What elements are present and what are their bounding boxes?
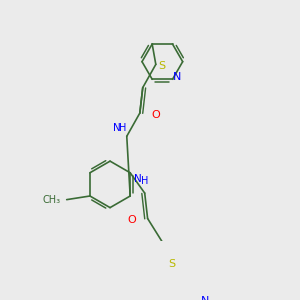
- Text: N: N: [201, 296, 209, 300]
- Text: O: O: [151, 110, 160, 120]
- Text: H: H: [141, 176, 148, 186]
- Text: N: N: [113, 123, 121, 133]
- Text: S: S: [158, 61, 165, 71]
- Text: S: S: [168, 259, 175, 269]
- Text: O: O: [128, 215, 136, 225]
- Text: N: N: [134, 174, 141, 184]
- Text: N: N: [173, 72, 181, 82]
- Text: CH₃: CH₃: [43, 195, 61, 205]
- Text: H: H: [119, 123, 126, 133]
